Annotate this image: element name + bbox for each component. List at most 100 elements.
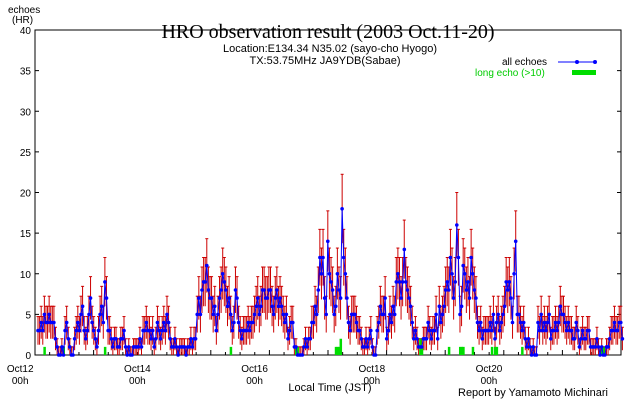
- all-echoes-point: [340, 207, 344, 211]
- x-tick-time-label: 00h: [12, 376, 29, 387]
- x-tick-date-label: Oct20: [476, 364, 503, 375]
- all-echoes-point: [248, 328, 252, 333]
- all-echoes-point: [114, 337, 118, 341]
- all-echoes-point: [400, 280, 405, 284]
- all-echoes-point: [603, 353, 607, 357]
- all-echoes-point: [432, 328, 437, 333]
- all-echoes-point: [314, 312, 319, 317]
- all-echoes-point: [563, 320, 567, 325]
- all-echoes-point: [375, 328, 380, 333]
- all-echoes-point: [337, 288, 341, 292]
- y-axis-label: echoes: [8, 5, 40, 16]
- all-echoes-point: [93, 337, 98, 341]
- all-echoes-point: [41, 328, 45, 333]
- all-echoes-point: [413, 328, 418, 333]
- all-echoes-point: [574, 320, 578, 325]
- all-echoes-point: [123, 345, 128, 349]
- all-echoes-point: [52, 320, 56, 325]
- all-echoes-point: [273, 296, 278, 300]
- all-echoes-point: [42, 312, 47, 317]
- long-echo-bar: [600, 346, 604, 355]
- all-echoes-point: [95, 345, 99, 349]
- all-echoes-point: [154, 337, 158, 341]
- all-echoes-point: [612, 320, 617, 325]
- all-echoes-point: [448, 255, 453, 260]
- all-echoes-point: [429, 337, 434, 341]
- all-echoes-point: [262, 288, 266, 292]
- all-echoes-point: [259, 304, 263, 309]
- all-echoes-point: [222, 280, 227, 284]
- all-echoes-point: [197, 296, 201, 300]
- all-echoes-point: [486, 328, 491, 333]
- all-echoes-point: [396, 272, 400, 276]
- all-echoes-point: [547, 312, 551, 317]
- long-echo-bar: [294, 346, 298, 355]
- all-echoes-point: [478, 320, 483, 325]
- all-echoes-point: [587, 328, 591, 333]
- all-echoes-point: [287, 328, 292, 333]
- all-echoes-point: [219, 288, 223, 292]
- all-echoes-point: [493, 337, 497, 341]
- long-echo-bar: [420, 346, 424, 355]
- all-echoes-point: [404, 280, 408, 284]
- all-echoes-point: [235, 296, 239, 300]
- all-echoes-point: [544, 328, 548, 333]
- all-echoes-point: [525, 345, 529, 349]
- all-echoes-point: [279, 304, 284, 309]
- all-echoes-point: [76, 320, 80, 325]
- all-echoes-point: [501, 312, 505, 317]
- all-echoes-point: [549, 337, 553, 341]
- all-echoes-point: [80, 304, 85, 309]
- all-echoes-point: [101, 320, 106, 325]
- all-echoes-point: [494, 320, 499, 325]
- all-echoes-point: [359, 337, 364, 341]
- all-echoes-point: [79, 312, 83, 317]
- all-echoes-point: [198, 312, 203, 317]
- all-echoes-point: [195, 312, 199, 317]
- all-echoes-point: [435, 337, 440, 341]
- all-echoes-point: [72, 337, 77, 341]
- y-tick-label: 15: [20, 229, 32, 240]
- long-echo-bar: [336, 346, 339, 355]
- x-tick-date-label: Oct18: [358, 364, 385, 375]
- y-tick-label: 35: [20, 67, 32, 78]
- all-echoes-point: [270, 304, 274, 309]
- all-echoes-point: [233, 288, 238, 292]
- x-axis-label: Local Time (JST): [288, 382, 371, 394]
- transmitter-subtitle: TX:53.75MHz JA9YDB(Sabae): [249, 55, 400, 67]
- legend-long-echo-label: long echo (>10): [475, 68, 545, 79]
- all-echoes-point: [138, 337, 142, 341]
- all-echoes-point: [103, 280, 107, 284]
- long-echo-bar: [334, 346, 338, 355]
- all-echoes-point: [426, 320, 430, 325]
- all-echoes-point: [252, 312, 257, 317]
- all-echoes-point: [455, 223, 459, 227]
- all-echoes-point: [498, 328, 502, 333]
- all-echoes-point: [458, 312, 462, 317]
- all-echoes-point: [176, 353, 180, 357]
- all-echoes-point: [276, 304, 281, 309]
- all-echoes-point: [576, 328, 580, 333]
- all-echoes-point: [450, 272, 454, 276]
- all-echoes-point: [566, 320, 571, 325]
- all-echoes-point: [329, 280, 333, 284]
- all-echoes-point: [284, 312, 289, 317]
- all-echoes-point: [117, 345, 121, 349]
- all-echoes-point: [579, 337, 583, 341]
- all-echoes-point: [345, 296, 349, 300]
- all-echoes-point: [536, 320, 540, 325]
- y-tick-label: 10: [20, 270, 32, 281]
- all-echoes-point: [399, 296, 403, 300]
- all-echoes-point: [88, 296, 93, 300]
- long-echo-bar: [43, 346, 46, 355]
- all-echoes-point: [510, 320, 515, 325]
- y-tick-label: 30: [20, 107, 32, 118]
- all-echoes-point: [122, 328, 126, 333]
- all-echoes-point: [84, 337, 88, 341]
- all-echoes-point: [552, 328, 556, 333]
- all-echoes-point: [265, 296, 270, 300]
- all-echoes-point: [291, 320, 295, 325]
- all-echoes-point: [200, 288, 204, 292]
- all-echoes-point: [456, 255, 461, 260]
- all-echoes-point: [606, 345, 610, 349]
